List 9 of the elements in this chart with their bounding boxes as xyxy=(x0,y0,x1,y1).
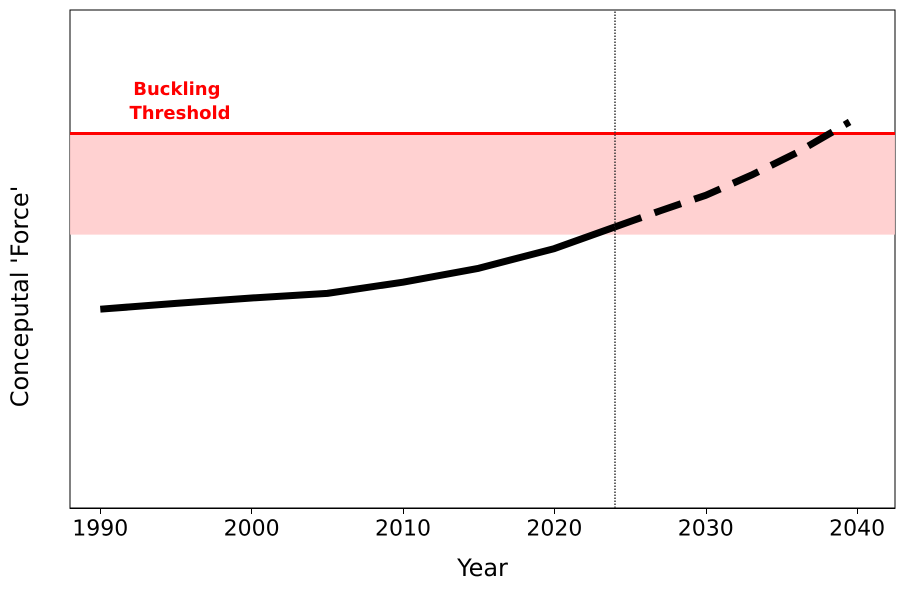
y-axis-title: Conceputal 'Force' xyxy=(6,186,34,408)
x-tick-label: 2010 xyxy=(375,516,432,542)
x-tick-label: 2000 xyxy=(224,516,280,542)
x-tick-label: 2040 xyxy=(829,516,886,542)
x-axis-title: Year xyxy=(456,554,508,582)
x-tick-label: 2030 xyxy=(678,516,734,542)
ref-line-label: Buckling Threshold xyxy=(129,79,231,124)
x-tick-label: 2020 xyxy=(526,516,582,542)
x-tick-label: 1990 xyxy=(72,516,128,542)
